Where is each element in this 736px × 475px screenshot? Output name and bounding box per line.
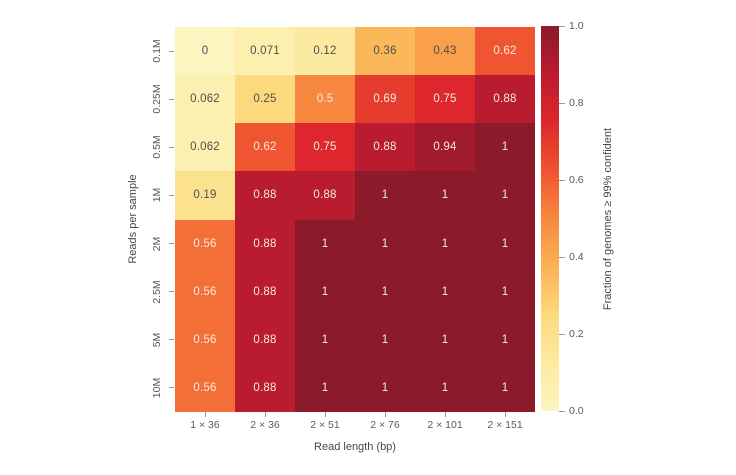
heatmap-cell: 0.5 [295,75,355,124]
heatmap-cell: 0.12 [295,27,355,76]
y-tick-mark [169,339,174,341]
heatmap-cell: 0.62 [235,123,295,172]
heatmap-cell: 0.88 [295,171,355,220]
heatmap-cell: 0.062 [175,75,235,124]
colorbar-title: Fraction of genomes ≥ 99% confident [602,127,614,311]
y-tick-mark [169,146,174,148]
x-tick-label: 2 × 151 [487,419,523,431]
heatmap-cell: 1 [415,363,475,412]
colorbar-tick-label: 0.2 [569,328,584,340]
heatmap-cell: 0.75 [415,75,475,124]
heatmap-cell: 1 [295,363,355,412]
x-tick-label: 1 × 36 [190,419,220,431]
heatmap-cell: 1 [415,171,475,220]
colorbar-tick-label: 0.8 [569,97,584,109]
x-tick-mark [204,412,206,417]
x-tick-label: 2 × 101 [427,419,463,431]
heatmap-cell: 1 [415,219,475,268]
heatmap-cell: 0.88 [475,75,535,124]
heatmap-cell: 0.25 [235,75,295,124]
heatmap-cell: 0.88 [235,171,295,220]
colorbar-tick-label: 0.6 [569,174,584,186]
heatmap-cell: 1 [355,315,415,364]
heatmap-cell: 0.75 [295,123,355,172]
heatmap-cell: 1 [475,267,535,316]
heatmap-cell: 1 [475,219,535,268]
y-tick-label: 1M [151,188,163,203]
heatmap-cell: 0.062 [175,123,235,172]
colorbar-tick-label: 0.0 [569,405,584,417]
heatmap-cell: 0.56 [175,363,235,412]
y-tick-label: 0.25M [151,84,163,114]
heatmap-cell: 1 [415,267,475,316]
heatmap-cell: 0.56 [175,219,235,268]
heatmap-cell: 1 [415,315,475,364]
heatmap-cell: 1 [475,171,535,220]
colorbar-gradient [541,26,559,411]
heatmap-cell: 1 [355,219,415,268]
heatmap-cell: 0.56 [175,315,235,364]
y-tick-mark [169,50,174,52]
x-tick-mark [504,412,506,417]
x-tick-label: 2 × 76 [370,419,400,431]
colorbar-tick-label: 1.0 [569,20,584,32]
y-tick-mark [169,194,174,196]
heatmap-cell: 0.56 [175,267,235,316]
heatmap-cell: 1 [355,171,415,220]
heatmap-cell: 0 [175,27,235,76]
y-tick-label: 2.5M [151,280,163,304]
heatmap-cell: 0.071 [235,27,295,76]
colorbar-tick-mark [559,179,565,181]
y-tick-mark [169,291,174,293]
heatmap-cell: 0.69 [355,75,415,124]
heatmap-cell: 1 [475,123,535,172]
y-axis-title: Reads per sample [127,174,139,264]
y-tick-label: 2M [151,236,163,251]
colorbar-tick-label: 0.4 [569,251,584,263]
x-tick-label: 2 × 51 [310,419,340,431]
heatmap-cell: 1 [475,315,535,364]
colorbar-tick-mark [559,256,565,258]
heatmap-cell: 0.88 [235,219,295,268]
heatmap-cell: 1 [295,219,355,268]
y-tick-label: 10M [151,377,163,399]
x-tick-mark [264,412,266,417]
heatmap-grid: 0 0.071 0.12 0.36 0.43 0.62 0.062 0.25 0.5 0.69 0.… [175,27,535,412]
heatmap-cell: 0.88 [235,267,295,316]
x-tick-mark [384,412,386,417]
colorbar-tick-mark [559,333,565,335]
heatmap-cell: 0.62 [475,27,535,76]
y-tick-label: 5M [151,332,163,348]
y-tick-mark [169,387,174,389]
colorbar-tick-mark [559,410,565,412]
y-tick-label: 0.1M [151,39,163,63]
x-tick-label: 2 × 36 [250,419,280,431]
heatmap-cell: 1 [355,267,415,316]
x-tick-mark [324,412,326,417]
heatmap-cell: 0.43 [415,27,475,76]
heatmap-cell: 1 [295,315,355,364]
heatmap-cell: 0.88 [235,315,295,364]
y-tick-mark [169,98,174,100]
heatmap-cell: 0.19 [175,171,235,220]
heatmap-cell: 1 [295,267,355,316]
heatmap-cell: 1 [475,363,535,412]
y-tick-label: 0.5M [151,135,163,159]
heatmap-cell: 0.36 [355,27,415,76]
heatmap-cell: 0.88 [235,363,295,412]
heatmap-cell: 0.88 [355,123,415,172]
colorbar-tick-mark [559,25,565,27]
x-axis-title: Read length (bp) [314,441,396,453]
colorbar-tick-mark [559,102,565,104]
heatmap-cell: 1 [355,363,415,412]
y-tick-mark [169,243,174,245]
heatmap-cell: 0.94 [415,123,475,172]
x-tick-mark [444,412,446,417]
